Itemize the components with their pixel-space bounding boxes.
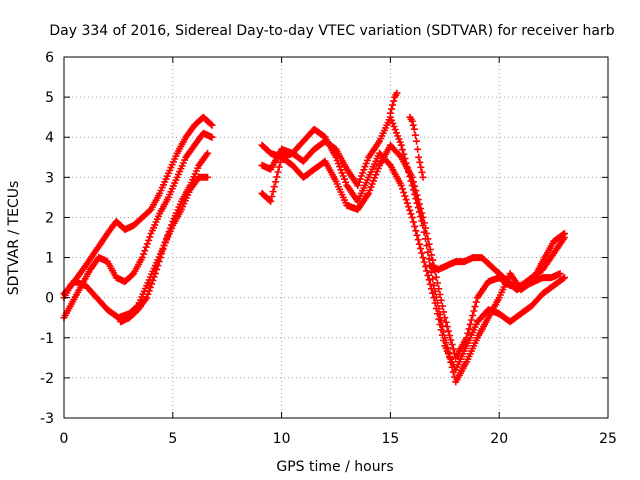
series-track-3 [60,149,212,322]
y-tick-label: 2 [45,210,54,226]
x-tick-labels: 0 5 10 15 20 25 [60,431,617,447]
data-points [60,89,568,386]
ticks [63,56,609,419]
y-tick-label: 6 [45,50,54,66]
series-track-1 [60,113,216,302]
y-tick-label: -3 [40,411,54,427]
chart-title: Day 334 of 2016, Sidereal Day-to-day VTE… [49,23,614,39]
y-tick-label: 4 [45,130,54,146]
plus-markers [406,113,427,181]
series-track-6 [258,141,568,362]
grid-layer [64,57,608,418]
x-tick-label: 15 [381,431,399,447]
plot-frame [63,56,609,419]
x-tick-label: 20 [490,431,508,447]
plus-markers [258,113,568,386]
y-tick-labels: -3 -2 -1 0 1 2 3 4 5 6 [40,50,54,427]
y-tick-label: 3 [45,170,54,186]
plus-markers [258,141,568,362]
plus-markers [426,254,564,294]
y-tick-label: 5 [45,90,54,106]
series-track-9 [406,113,427,181]
y-tick-label: -1 [40,331,54,347]
series-track-10 [426,254,564,294]
plus-markers [386,89,401,117]
x-tick-label: 25 [599,431,617,447]
x-axis-label: GPS time / hours [276,459,393,475]
y-tick-label: 1 [45,251,54,267]
x-tick-label: 10 [273,431,291,447]
plus-markers [60,113,216,302]
y-tick-label: -2 [40,371,54,387]
y-axis-label: SDTVAR / TECUs [6,181,22,296]
plus-markers [60,149,212,322]
series-track-7 [258,113,568,386]
x-tick-label: 5 [168,431,177,447]
series-track-8 [386,89,401,117]
y-tick-label: 0 [45,291,54,307]
series-track-4 [117,173,212,326]
plus-markers [117,173,212,326]
x-tick-label: 0 [60,431,69,447]
